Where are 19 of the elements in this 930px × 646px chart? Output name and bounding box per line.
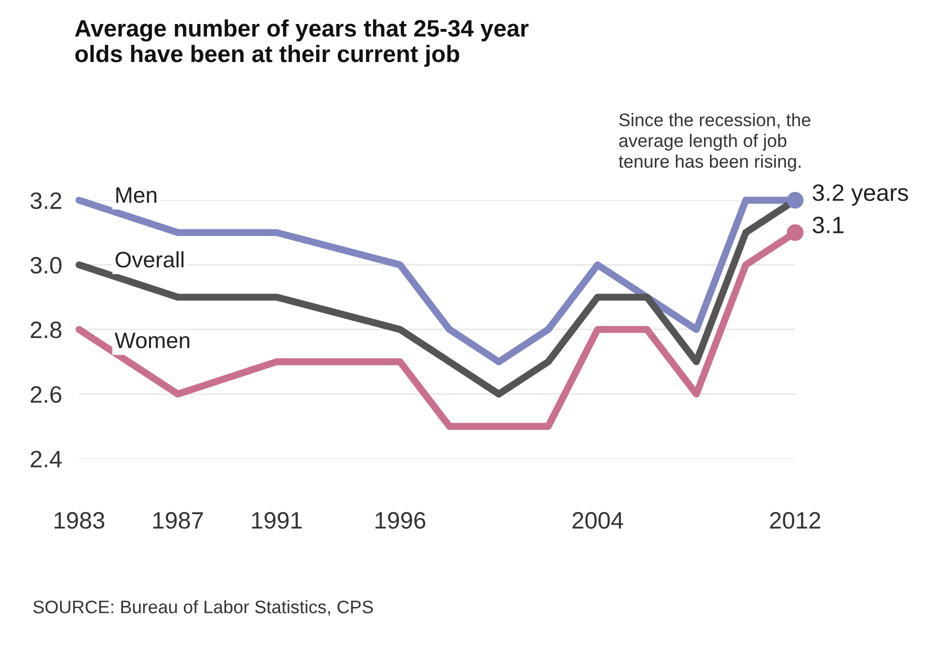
series-label: Women xyxy=(114,332,190,348)
x-tick-label: 1996 xyxy=(376,512,426,529)
y-tick-label: 2.8 xyxy=(30,322,62,338)
y-tick-label: 2.6 xyxy=(30,386,62,403)
x-tick-label: 1991 xyxy=(252,512,302,529)
chart-title: Average number of years that 25-34 year olds have been at their current job xyxy=(74,19,529,67)
series-label: Men xyxy=(116,187,156,203)
annotation: 3.1 xyxy=(812,216,844,234)
series-label: Overall xyxy=(116,251,184,268)
x-tick-label: 2004 xyxy=(572,512,624,529)
y-tick-label: 3.2 xyxy=(30,192,62,210)
source-note: SOURCE: Bureau of Labor Statistics, CPS xyxy=(33,600,373,616)
x-tick-label: 1987 xyxy=(153,512,203,529)
y-tick-label: 2.4 xyxy=(30,450,62,468)
y-tick-label: 3.0 xyxy=(30,256,62,274)
x-tick-label: 1983 xyxy=(54,512,104,529)
x-tick-label: 2012 xyxy=(770,512,820,529)
annotation: 3.2 years xyxy=(812,184,908,206)
text: Since the recession, the average length of job tenure has been rising. xyxy=(618,113,810,172)
